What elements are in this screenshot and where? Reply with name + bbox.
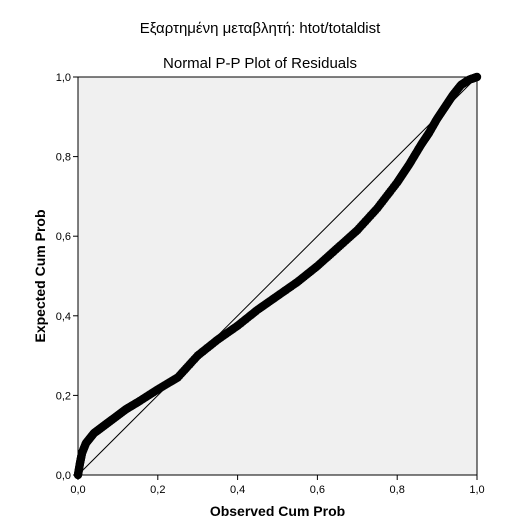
y-tick-label: 0,2 xyxy=(56,390,71,402)
x-tick-label: 0,8 xyxy=(390,484,405,496)
data-points xyxy=(73,72,482,480)
chart-title: Εξαρτημένη μεταβλητή: htot/totaldist xyxy=(139,20,381,37)
y-tick-label: 0,4 xyxy=(56,311,71,323)
reference-line xyxy=(77,76,478,476)
y-tick-label: 0,6 xyxy=(56,231,71,243)
y-tick-label: 1,0 xyxy=(56,72,71,84)
x-axis-label: Observed Cum Prob xyxy=(210,503,345,519)
y-tick-label: 0,0 xyxy=(56,470,71,482)
x-tick-label: 0,6 xyxy=(310,484,325,496)
chart-subtitle: Normal P-P Plot of Residuals xyxy=(163,55,357,72)
x-tick-label: 0,2 xyxy=(150,484,165,496)
x-tick-label: 1,0 xyxy=(469,484,484,496)
x-tick-label: 0,4 xyxy=(230,484,245,496)
y-tick-label: 0,8 xyxy=(56,152,71,164)
y-axis-label: Expected Cum Prob xyxy=(32,209,48,342)
x-tick-label: 0,0 xyxy=(70,484,85,496)
